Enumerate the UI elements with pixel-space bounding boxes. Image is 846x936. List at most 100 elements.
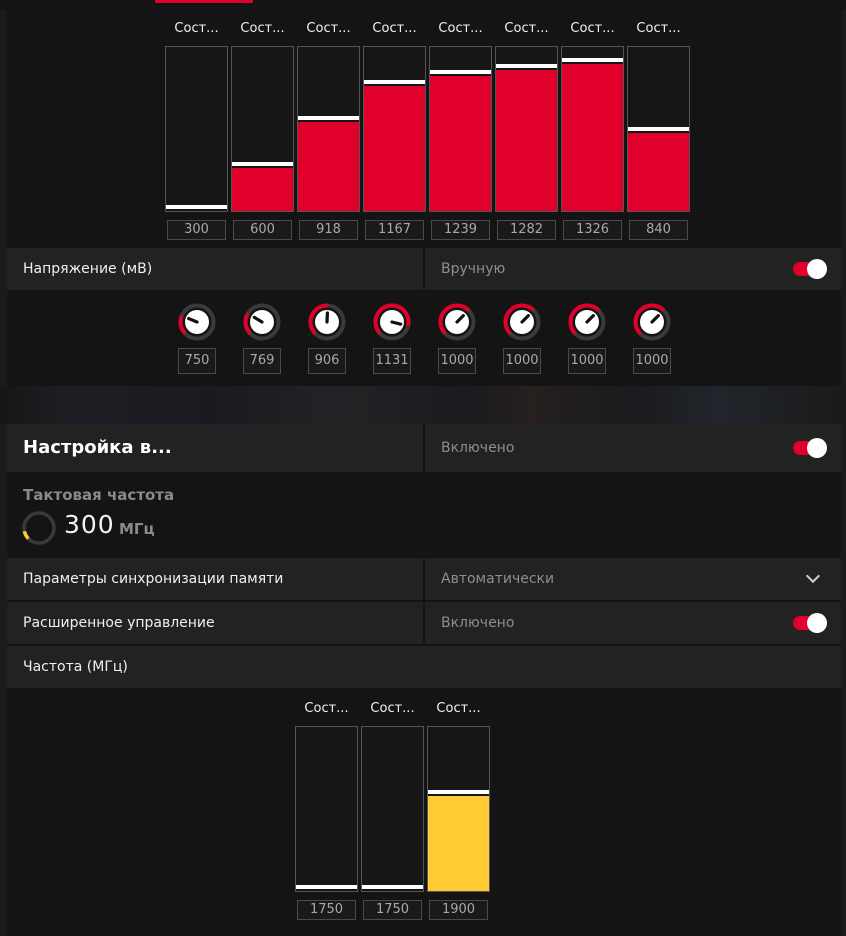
state-slider-fill [628, 133, 689, 211]
chevron-down-icon [805, 568, 821, 584]
state-label: Сост... [436, 701, 481, 716]
state-slider-handle[interactable] [166, 205, 227, 209]
state-value-field[interactable]: 1900 [429, 900, 488, 920]
memory-tuning-panel: Настройка в... Включено Тактовая частота… [7, 424, 841, 936]
state-value-field[interactable]: 1167 [365, 220, 424, 240]
state-slider-handle[interactable] [296, 885, 357, 889]
voltage-knob[interactable] [242, 302, 282, 342]
state-slider-fill [496, 70, 557, 211]
state-value-field[interactable]: 600 [233, 220, 292, 240]
state-slider-handle[interactable] [562, 58, 623, 62]
state-slider[interactable] [627, 46, 690, 212]
voltage-manual-toggle[interactable] [793, 259, 827, 279]
clock-gauge-icon [22, 511, 56, 545]
background-blur-band [0, 386, 846, 424]
voltage-value-field[interactable]: 1000 [438, 348, 476, 374]
state-label: Сост... [304, 701, 349, 716]
state-value-field[interactable]: 1239 [431, 220, 490, 240]
voltage-label: Напряжение (мВ) [23, 261, 153, 277]
state-value-field[interactable]: 918 [299, 220, 358, 240]
top-strip [0, 0, 846, 10]
state-label: Сост... [504, 21, 549, 36]
voltage-value-field[interactable]: 906 [308, 348, 346, 374]
state-label: Сост... [438, 21, 483, 36]
memory-timing-label-cell: Параметры синхронизации памяти [7, 558, 423, 600]
state-label: Сост... [240, 21, 285, 36]
state-slider-fill [298, 122, 359, 211]
frequency-header: Частота (МГц) [7, 646, 841, 688]
state-value-field[interactable]: 1326 [563, 220, 622, 240]
state-slider-handle[interactable] [232, 162, 293, 166]
voltage-knob[interactable] [437, 302, 477, 342]
toggle-knob [807, 259, 827, 279]
memory-tuning-status-cell: Включено [425, 424, 841, 472]
state-label: Сост... [306, 21, 351, 36]
voltage-value-field[interactable]: 1131 [373, 348, 411, 374]
state-slider-handle[interactable] [430, 70, 491, 74]
memory-tuning-title: Настройка в... [23, 437, 172, 458]
state-slider-handle[interactable] [628, 127, 689, 131]
voltage-mode-cell: Вручную [425, 248, 841, 290]
clock-unit: МГц [119, 520, 155, 538]
voltage-knob[interactable] [632, 302, 672, 342]
memory-tuning-toggle[interactable] [793, 438, 827, 458]
state-value-field[interactable]: 840 [629, 220, 688, 240]
memory-tuning-title-cell: Настройка в... [7, 424, 423, 472]
state-slider-fill [428, 796, 489, 891]
state-slider-handle[interactable] [428, 790, 489, 794]
state-label: Сост... [636, 21, 681, 36]
voltage-value-field[interactable]: 769 [243, 348, 281, 374]
state-slider[interactable] [297, 46, 360, 212]
state-slider[interactable] [231, 46, 294, 212]
memory-timing-label: Параметры синхронизации памяти [23, 571, 284, 587]
state-slider[interactable] [165, 46, 228, 212]
voltage-value-field[interactable]: 1000 [633, 348, 671, 374]
state-label: Сост... [370, 701, 415, 716]
clock-title: Тактовая частота [23, 486, 175, 504]
voltage-label-cell: Напряжение (мВ) [7, 248, 423, 290]
state-slider[interactable] [295, 726, 358, 892]
state-slider-fill [232, 168, 293, 211]
state-slider-fill [364, 86, 425, 211]
advanced-control-status: Включено [441, 615, 515, 631]
gpu-tuning-panel: Сост... 300 Сост... 600 Сост... 918 Сост... 116… [7, 10, 841, 386]
state-slider-fill [562, 64, 623, 211]
active-tab-indicator [155, 0, 253, 3]
toggle-knob [807, 613, 827, 633]
state-label: Сост... [174, 21, 219, 36]
toggle-knob [807, 438, 827, 458]
state-slider[interactable] [429, 46, 492, 212]
voltage-value-field[interactable]: 750 [178, 348, 216, 374]
voltage-knob[interactable] [567, 302, 607, 342]
clock-value: 300 [64, 510, 115, 539]
state-slider[interactable] [361, 726, 424, 892]
state-slider[interactable] [363, 46, 426, 212]
state-slider-handle[interactable] [298, 116, 359, 120]
frequency-label: Частота (МГц) [23, 659, 128, 675]
memory-timing-dropdown[interactable]: Автоматически [425, 558, 841, 600]
state-slider[interactable] [561, 46, 624, 212]
voltage-value-field[interactable]: 1000 [503, 348, 541, 374]
voltage-knob[interactable] [372, 302, 412, 342]
advanced-control-label: Расширенное управление [23, 615, 215, 631]
voltage-value-field[interactable]: 1000 [568, 348, 606, 374]
state-slider-handle[interactable] [496, 64, 557, 68]
state-label: Сост... [570, 21, 615, 36]
memory-tuning-status: Включено [441, 440, 515, 456]
advanced-control-label-cell: Расширенное управление [7, 602, 423, 644]
voltage-knob[interactable] [177, 302, 217, 342]
voltage-knob[interactable] [502, 302, 542, 342]
voltage-knob[interactable] [307, 302, 347, 342]
state-slider[interactable] [495, 46, 558, 212]
state-value-field[interactable]: 1750 [297, 900, 356, 920]
state-slider[interactable] [427, 726, 490, 892]
state-value-field[interactable]: 1282 [497, 220, 556, 240]
advanced-control-toggle[interactable] [793, 613, 827, 633]
memory-timing-value: Автоматически [441, 571, 555, 587]
state-value-field[interactable]: 300 [167, 220, 226, 240]
state-label: Сост... [372, 21, 417, 36]
state-slider-handle[interactable] [364, 80, 425, 84]
state-slider-fill [430, 76, 491, 211]
state-slider-handle[interactable] [362, 885, 423, 889]
state-value-field[interactable]: 1750 [363, 900, 422, 920]
